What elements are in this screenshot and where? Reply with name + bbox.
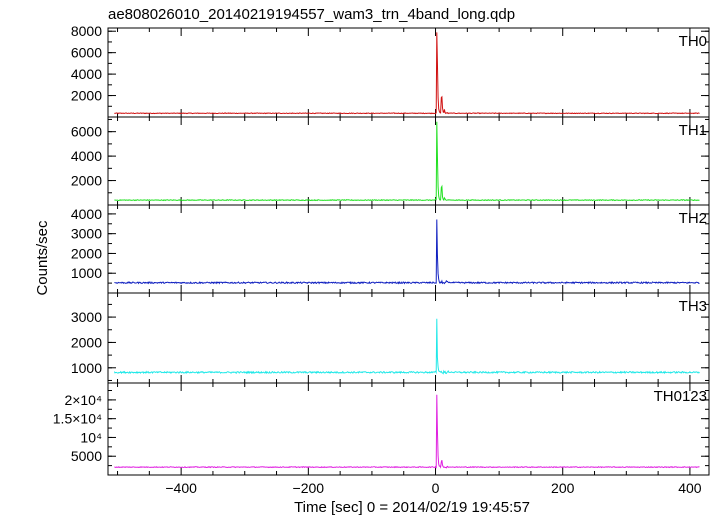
y-tick-label-TH1: 4000 bbox=[71, 148, 102, 164]
panel-frame-TH2 bbox=[107, 204, 710, 294]
x-tick-label: −200 bbox=[293, 480, 325, 496]
series-line-TH1 bbox=[114, 121, 700, 202]
y-tick-label-TH0: 6000 bbox=[71, 45, 102, 61]
x-tick-label: −400 bbox=[165, 480, 197, 496]
y-tick-label-TH1: 6000 bbox=[71, 124, 102, 140]
series-line-TH3 bbox=[113, 318, 700, 375]
y-axis-label: Counts/sec bbox=[34, 220, 51, 296]
y-tick-label-TH2: 3000 bbox=[71, 226, 102, 242]
y-tick-label-TH0123: 2×10⁴ bbox=[64, 392, 102, 408]
y-tick-label-TH0123: 5000 bbox=[71, 448, 102, 464]
y-tick-label-TH3: 2000 bbox=[71, 334, 102, 350]
y-tick-label-TH0: 2000 bbox=[71, 88, 102, 104]
series-label-TH2: TH2 bbox=[679, 210, 707, 227]
series-line-TH0123 bbox=[114, 394, 700, 469]
y-tick-label-TH0123: 10⁴ bbox=[80, 429, 102, 445]
x-tick-label: 0 bbox=[432, 480, 440, 496]
y-tick-label-TH2: 2000 bbox=[71, 245, 102, 261]
y-tick-label-TH1: 2000 bbox=[71, 173, 102, 189]
panel-frame-TH1 bbox=[107, 116, 710, 206]
series-line-TH0 bbox=[114, 32, 700, 115]
y-tick-label-TH3: 3000 bbox=[71, 309, 102, 325]
y-tick-label-TH0: 4000 bbox=[71, 66, 102, 82]
y-tick-label-TH0: 8000 bbox=[71, 23, 102, 39]
panel-frame-TH0 bbox=[107, 27, 710, 118]
chart-title: ae808026010_20140219194557_wam3_trn_4ban… bbox=[108, 6, 515, 23]
x-tick-label: 200 bbox=[551, 480, 575, 496]
y-tick-label-TH2: 1000 bbox=[71, 265, 102, 281]
y-tick-label-TH2: 4000 bbox=[71, 206, 102, 222]
x-tick-label: 400 bbox=[678, 480, 702, 496]
series-label-TH0123: TH0123 bbox=[654, 388, 707, 405]
series-label-TH1: TH1 bbox=[679, 122, 707, 139]
panel-frame-TH3 bbox=[107, 292, 710, 384]
series-label-TH0: TH0 bbox=[679, 33, 707, 50]
x-axis-label: Time [sec] 0 = 2014/02/19 19:45:57 bbox=[294, 499, 530, 516]
y-tick-label-TH0123: 1.5×10⁴ bbox=[53, 411, 102, 427]
panel-frame-TH0123 bbox=[107, 382, 710, 476]
y-tick-label-TH3: 1000 bbox=[71, 360, 102, 376]
series-line-TH2 bbox=[114, 219, 700, 285]
series-label-TH3: TH3 bbox=[679, 298, 707, 315]
